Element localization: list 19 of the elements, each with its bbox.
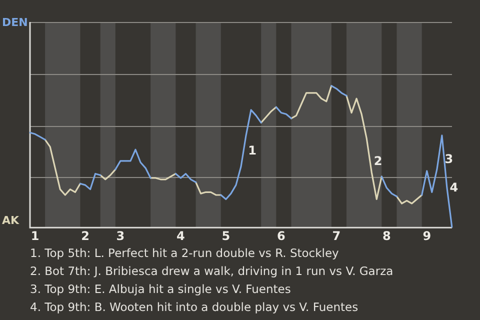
text: 3. Top 9th: E. Albuja hit a single vs V. Fuentes xyxy=(30,281,292,298)
annotation: 1 xyxy=(248,144,256,158)
text: 4. Top 9th: B. Wooten hit into a double play vs V. Fuentes xyxy=(30,299,360,316)
annotation: 2 xyxy=(374,154,382,168)
x-tick-label: 4 xyxy=(176,228,185,243)
x-tick-label: 7 xyxy=(332,228,341,243)
x-tick-label: 1 xyxy=(30,228,40,243)
x-tick-label: 2 xyxy=(81,228,90,243)
text: AK xyxy=(2,214,20,227)
x-tick-label: 3 xyxy=(116,228,125,243)
text: DEN xyxy=(2,16,28,29)
annotation: 4 xyxy=(450,180,458,195)
x-tick-label: 6 xyxy=(277,228,286,243)
x-tick-label: 9 xyxy=(422,228,432,243)
x-tick-label: 8 xyxy=(382,228,391,243)
x-tick-label: 5 xyxy=(222,228,230,243)
text: 1. Top 5th: L. Perfect hit a 2-run double vs R. Stockley xyxy=(30,245,340,262)
annotation: 3 xyxy=(444,152,454,166)
text: 2. Bot 7th: J. Bribiesca drew a walk, driving in 1 run vs V. Garza xyxy=(30,263,394,280)
